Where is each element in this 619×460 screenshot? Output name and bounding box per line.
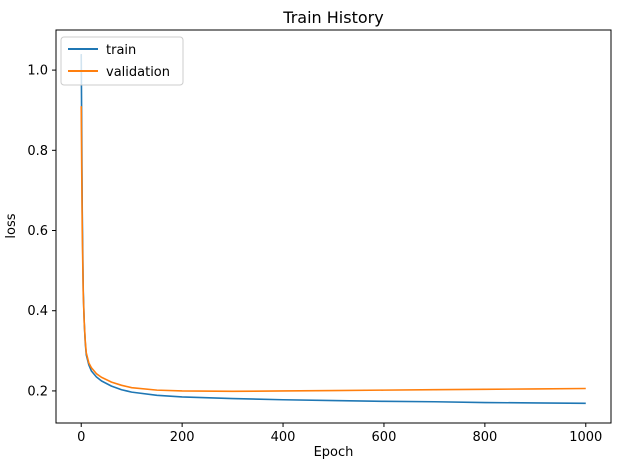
legend: train validation xyxy=(60,36,184,86)
legend-label-train: train xyxy=(106,43,136,58)
x-tick-label: 200 xyxy=(170,430,195,445)
x-axis-label: Epoch xyxy=(314,445,354,460)
x-tick-label: 600 xyxy=(372,430,397,445)
x-tick-label: 400 xyxy=(271,430,296,445)
y-tick-label: 0.4 xyxy=(27,304,48,319)
series-line-train xyxy=(80,54,586,405)
x-tick-label: 1000 xyxy=(569,430,602,445)
plot-frame xyxy=(55,29,612,424)
y-tick-label: 0.6 xyxy=(27,224,48,239)
y-tick-label: 0.2 xyxy=(27,384,48,399)
chart-title: Train History xyxy=(282,8,383,27)
legend-label-validation: validation xyxy=(106,65,170,80)
y-tick-label: 0.8 xyxy=(27,144,48,159)
y-axis-label: loss xyxy=(4,213,19,238)
series-layer xyxy=(80,54,586,405)
series-line-validation xyxy=(80,106,586,393)
x-tick-label: 0 xyxy=(77,430,85,445)
x-tick-label: 800 xyxy=(472,430,497,445)
y-tick-label: 1.0 xyxy=(27,64,48,79)
ticks-layer: 0 200 400 600 800 1000 0.2 0.4 0.6 0.8 1.0 xyxy=(27,64,602,445)
